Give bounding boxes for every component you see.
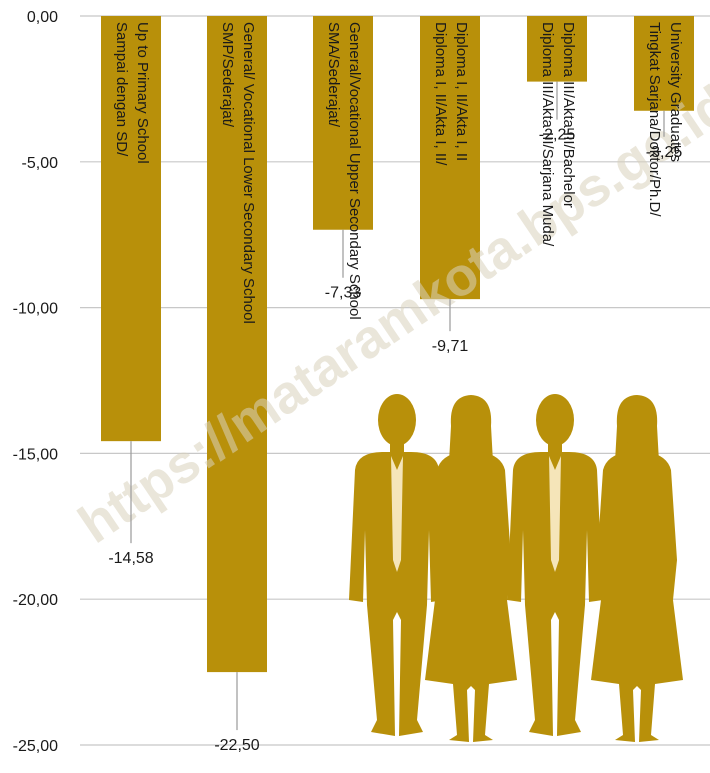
y-tick-label: -15,00 [13, 446, 58, 463]
category-label-line: Tingkat Sarjana/Doktor/Ph.D/ [646, 22, 663, 217]
category-label-line: Diploma I, II/Akta I, II/ [432, 22, 449, 166]
bar [527, 16, 587, 82]
man-silhouette [349, 394, 445, 736]
category-label-line: University Graduates [667, 22, 684, 162]
man-silhouette [507, 394, 603, 736]
category-label-line: General/Vocational Upper Secondary Schoo… [346, 22, 363, 320]
category-label-line: Sampai dengan SD/ [113, 22, 130, 157]
leader-lines [130, 81, 665, 731]
category-label-line: General/ Vocational Lower Secondary Scho… [240, 22, 257, 324]
business-people-silhouette-icon [349, 394, 683, 742]
category-label-line: SMA/Sederajat/ [325, 22, 342, 128]
category-label: SMP/Sederajat/General/ Vocational Lower … [219, 22, 257, 324]
labels: -14,58 Sampai dengan SD/Up to Primary Sch… [108, 22, 684, 754]
category-label: Diploma III/Akta III/Sarjana Muda/Diplom… [539, 22, 577, 247]
y-tick-label: -25,00 [13, 738, 58, 755]
bar [420, 16, 480, 300]
data-label: -7,33 [325, 285, 362, 302]
category-label-line: Diploma III/Akta III/Sarjana Muda/ [539, 22, 556, 247]
woman-silhouette [591, 395, 683, 742]
y-tick-label: -5,00 [22, 155, 59, 172]
data-label: -22,50 [214, 737, 259, 754]
y-tick-label: -10,00 [13, 301, 58, 318]
y-axis-ticks: 0,00 -5,00 -10,00 -15,00 -20,00 -25,00 [13, 9, 58, 755]
category-label-line: Up to Primary School [134, 22, 151, 164]
category-label: Sampai dengan SD/Up to Primary School [113, 22, 151, 164]
category-label: Tingkat Sarjana/Doktor/Ph.D/University G… [646, 22, 684, 217]
category-label-line: Diploma I, II/Akta I, II [453, 22, 470, 161]
data-label: -2,25 [539, 127, 576, 144]
bars [101, 16, 694, 673]
woman-silhouette [425, 395, 517, 742]
category-label-line: SMP/Sederajat/ [219, 22, 236, 128]
bar [313, 16, 373, 230]
bar [634, 16, 694, 111]
category-label-line: Diploma III/Akta III/Bachelor [560, 22, 577, 208]
data-label: -3,25 [646, 144, 683, 161]
category-label: Diploma I, II/Akta I, II/Diploma I, II/A… [432, 22, 470, 166]
y-tick-label: -20,00 [13, 592, 58, 609]
bar [207, 16, 267, 673]
data-label: -14,58 [108, 550, 153, 567]
bar [101, 16, 161, 442]
category-label: SMA/Sederajat/General/Vocational Upper S… [325, 22, 363, 320]
y-tick-label: 0,00 [27, 9, 58, 26]
data-label: -9,71 [432, 338, 469, 355]
